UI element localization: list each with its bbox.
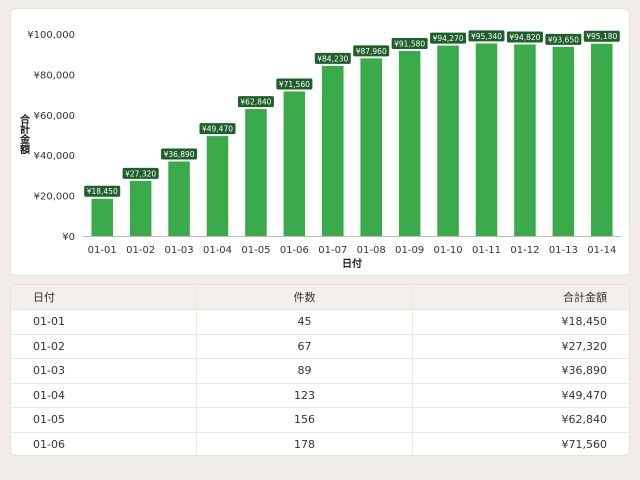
data-label: ¥87,960 xyxy=(356,47,387,56)
bar xyxy=(91,198,113,236)
bar xyxy=(591,43,613,236)
data-label: ¥95,180 xyxy=(586,32,617,41)
data-label: ¥62,840 xyxy=(240,98,271,107)
cell-amount: ¥36,890 xyxy=(412,358,629,384)
data-label: ¥27,320 xyxy=(125,169,156,178)
data-label: ¥49,470 xyxy=(202,125,233,134)
data-label-badge xyxy=(468,30,505,42)
column-header-date[interactable]: 日付 xyxy=(11,285,197,310)
x-tick-label: 01-12 xyxy=(510,245,539,256)
bar xyxy=(475,43,498,236)
data-label: ¥91,580 xyxy=(394,40,425,49)
y-tick-label: ¥0 xyxy=(62,232,75,243)
y-tick-label: ¥100,000 xyxy=(27,30,75,41)
cell-count: 123 xyxy=(195,383,413,408)
x-tick-label: 01-07 xyxy=(318,245,347,256)
cell-date: 01-06 xyxy=(33,437,65,451)
cell-date: 01-05 xyxy=(11,407,197,433)
y-axis-label: 合計金額 xyxy=(18,113,31,155)
x-tick-label: 01-04 xyxy=(203,245,232,256)
data-label: ¥94,270 xyxy=(433,34,464,43)
data-table-card: 日付 件数 合計金額 01-01 45 ¥18,450 01-02 67 ¥27… xyxy=(10,284,630,456)
data-label-badge xyxy=(506,31,543,43)
cell-date: 01-01 xyxy=(11,309,197,335)
data-label: ¥94,820 xyxy=(509,33,540,42)
x-axis-label: 日付 xyxy=(342,257,362,270)
cell-count: 45 xyxy=(195,309,413,335)
x-tick-label: 01-06 xyxy=(280,245,309,256)
bar xyxy=(245,109,267,236)
bar-chart: ¥0 ¥20,000 ¥40,000 ¥60,000 ¥80,000 ¥100,000 合計… xyxy=(18,30,621,270)
data-label-badge xyxy=(583,30,620,42)
table-row: 01-02 67 ¥27,320 xyxy=(11,334,629,359)
x-tick-label: 01-14 xyxy=(587,245,616,256)
cell-date: 01-02 xyxy=(11,334,197,359)
x-tick-label: 01-11 xyxy=(472,245,501,256)
x-tick-label: 01-09 xyxy=(395,245,424,256)
x-tick-label: 01-03 xyxy=(165,245,194,256)
cell-amount: ¥18,450 xyxy=(412,309,629,335)
column-header-amount[interactable]: 合計金額 xyxy=(412,285,629,310)
data-label: ¥36,890 xyxy=(164,150,195,159)
cell-amount: ¥62,840 xyxy=(412,407,629,433)
x-tick-label: 01-02 xyxy=(126,245,155,256)
cell-count: 156 xyxy=(195,407,413,433)
table-row: 01-01 45 ¥18,450 xyxy=(11,309,629,335)
data-label: ¥18,450 xyxy=(87,187,118,196)
bar xyxy=(437,45,459,236)
x-tick-label: 01-10 xyxy=(434,245,463,256)
bar xyxy=(168,161,190,236)
bar xyxy=(552,46,575,237)
cell-date: 01-03 xyxy=(11,358,197,384)
table-row: 01-04 123 ¥49,470 xyxy=(11,383,629,408)
y-tick-label: ¥60,000 xyxy=(34,111,75,122)
table-row: 01-06 178 ¥71,560 xyxy=(11,432,629,455)
table-row: 01-05 156 ¥62,840 xyxy=(11,407,629,433)
data-label-badge xyxy=(314,52,351,64)
data-label-badge xyxy=(237,96,274,108)
y-tick-label: ¥80,000 xyxy=(34,70,75,81)
cell-amount: ¥27,320 xyxy=(412,334,629,359)
y-tick-label: ¥40,000 xyxy=(34,151,75,162)
data-label: ¥93,650 xyxy=(548,35,579,44)
data-label-badge xyxy=(353,45,390,57)
data-label-badge xyxy=(545,33,582,45)
y-tick-label: ¥20,000 xyxy=(34,192,75,203)
x-tick-label: 01-01 xyxy=(88,245,117,256)
column-header-count[interactable]: 件数 xyxy=(195,285,413,310)
data-label: ¥71,560 xyxy=(279,80,310,89)
bar xyxy=(360,58,382,236)
data-label-badge xyxy=(430,32,467,44)
data-label-badge xyxy=(122,167,159,179)
bar xyxy=(398,51,421,237)
cell-amount: ¥71,560 xyxy=(412,432,629,455)
bar xyxy=(514,44,536,237)
x-tick-label: 01-13 xyxy=(549,245,578,256)
bar xyxy=(206,136,229,236)
data-label-badge xyxy=(161,148,198,160)
data-label: ¥95,340 xyxy=(471,32,502,41)
cell-count: 89 xyxy=(195,358,413,384)
bar xyxy=(322,65,344,236)
table-header-row: 日付 件数 合計金額 xyxy=(11,285,629,310)
x-tick-label: 01-05 xyxy=(241,245,270,256)
bar xyxy=(283,91,306,237)
cell-count: 178 xyxy=(195,432,413,455)
x-tick-label: 01-08 xyxy=(357,245,386,256)
data-label: ¥84,230 xyxy=(317,54,348,63)
table-row: 01-03 89 ¥36,890 xyxy=(11,358,629,384)
data-label-badge xyxy=(391,38,428,50)
data-table: 日付 件数 合計金額 01-01 45 ¥18,450 01-02 67 ¥27… xyxy=(11,285,629,455)
data-label-badge xyxy=(84,185,121,197)
bar xyxy=(129,180,152,236)
chart-card: ¥0 ¥20,000 ¥40,000 ¥60,000 ¥80,000 ¥100,000 合計… xyxy=(10,8,630,276)
cell-date: 01-04 xyxy=(11,383,197,408)
data-label-badge xyxy=(276,78,313,90)
cell-count: 67 xyxy=(195,334,413,359)
data-label-badge xyxy=(199,123,236,135)
cell-amount: ¥49,470 xyxy=(412,383,629,408)
